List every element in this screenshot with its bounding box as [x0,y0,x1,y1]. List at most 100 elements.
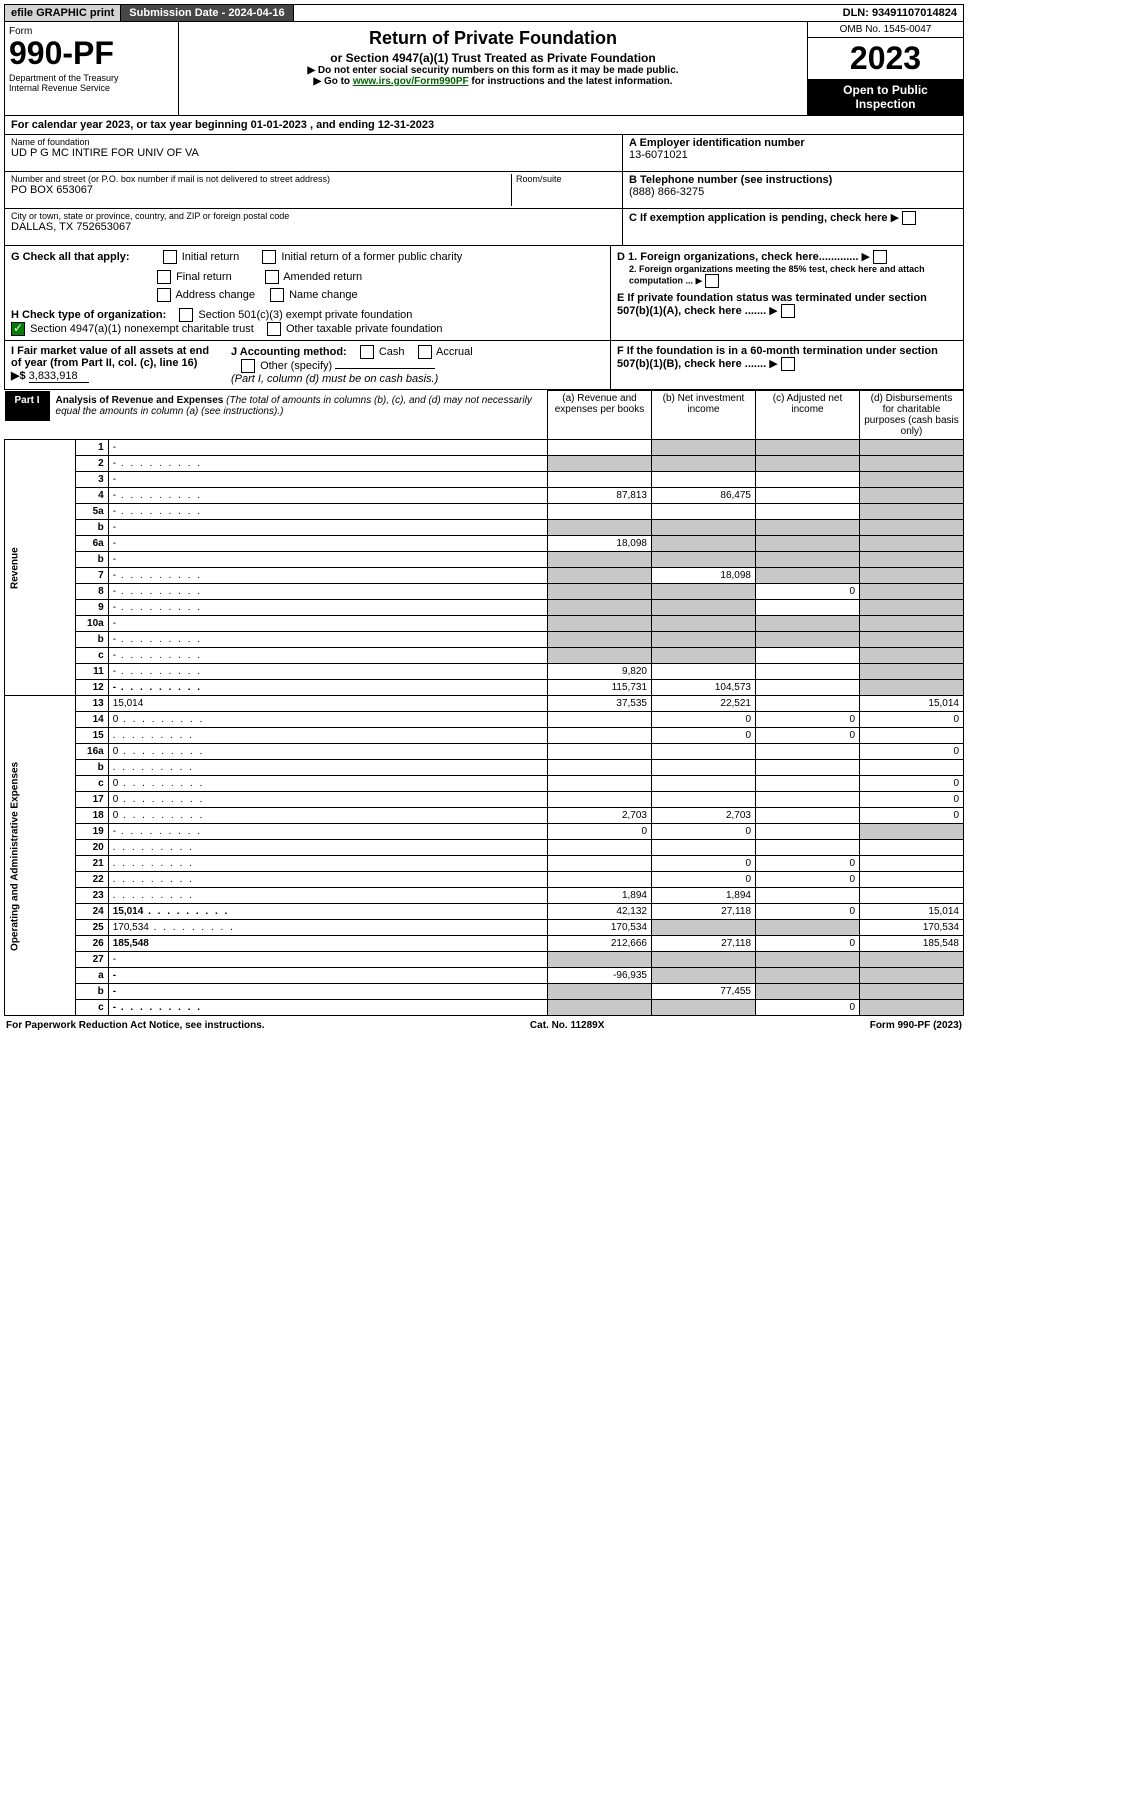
cell-a: -96,935 [548,968,652,984]
row-desc: - [108,648,547,664]
row-num: 10a [75,616,108,632]
f-checkbox[interactable] [781,357,795,371]
row-num: 20 [75,840,108,856]
j-other-cb[interactable] [241,359,255,373]
row-num: 23 [75,888,108,904]
h-other[interactable] [267,322,281,336]
cell-a [548,504,652,520]
row-desc: - [108,824,547,840]
g-label: G Check all that apply: [11,251,130,263]
tel-label: B Telephone number (see instructions) [629,174,957,186]
footer-mid: Cat. No. 11289X [530,1020,604,1031]
row-desc: - [108,616,547,632]
cell-c [756,744,860,760]
part1-desc: Analysis of Revenue and Expenses (The to… [50,391,547,421]
row-desc: - [108,488,547,504]
j-cash[interactable] [360,345,374,359]
cell-a [548,568,652,584]
cell-c [756,600,860,616]
g-amended[interactable] [265,270,279,284]
h-501c3[interactable] [179,308,193,322]
cell-d: 15,014 [860,696,964,712]
cell-d [860,584,964,600]
room-label: Room/suite [516,174,616,184]
cell-b [652,792,756,808]
cell-b [652,760,756,776]
instructions-link[interactable]: www.irs.gov/Form990PF [353,76,469,87]
g-final[interactable] [157,270,171,284]
cell-c: 0 [756,856,860,872]
part1-table: Part I Analysis of Revenue and Expenses … [4,390,964,1016]
cell-d [860,1000,964,1016]
cell-a [548,840,652,856]
row-num: 18 [75,808,108,824]
cell-d: 0 [860,808,964,824]
row-num: 25 [75,920,108,936]
cell-d [860,568,964,584]
city-label: City or town, state or province, country… [11,211,616,221]
row-desc: - [108,984,547,1000]
cell-d: 170,534 [860,920,964,936]
row-desc [108,760,547,776]
cell-d [860,968,964,984]
cell-c [756,648,860,664]
efile-label[interactable]: efile GRAPHIC print [5,5,121,21]
open-public: Open to Public Inspection [808,79,963,115]
row-num: b [75,984,108,1000]
cell-c: 0 [756,584,860,600]
cell-a: 2,703 [548,808,652,824]
row-num: b [75,760,108,776]
row-num: b [75,520,108,536]
org-city: DALLAS, TX 752653067 [11,221,616,233]
g-name[interactable] [270,288,284,302]
row-desc: 15,014 [108,696,547,712]
row-desc: 0 [108,712,547,728]
cell-d [860,824,964,840]
cell-c [756,440,860,456]
note1: ▶ Do not enter social security numbers o… [183,65,803,76]
cell-d [860,664,964,680]
row-desc: 0 [108,744,547,760]
cell-c [756,632,860,648]
cell-b [652,600,756,616]
g-initial[interactable] [163,250,177,264]
fmv-value: 3,833,918 [29,370,89,383]
j-accrual[interactable] [418,345,432,359]
d2-checkbox[interactable] [705,274,719,288]
cell-a [548,584,652,600]
cell-c: 0 [756,712,860,728]
org-name: UD P G MC INTIRE FOR UNIV OF VA [11,147,616,159]
cell-d [860,872,964,888]
cell-b: 0 [652,872,756,888]
dept-label: Department of the Treasury Internal Reve… [9,73,174,93]
g-address[interactable] [157,288,171,302]
col-b: (b) Net investment income [652,391,756,440]
c-checkbox[interactable] [902,211,916,225]
cell-d [860,888,964,904]
cell-a: 87,813 [548,488,652,504]
cell-d [860,984,964,1000]
form-title: Return of Private Foundation [183,28,803,49]
ein-label: A Employer identification number [629,137,957,149]
cell-d [860,760,964,776]
cell-a [548,760,652,776]
row-desc: - [108,456,547,472]
cell-a: 37,535 [548,696,652,712]
row-num: 22 [75,872,108,888]
cell-b: 86,475 [652,488,756,504]
cell-b [652,440,756,456]
h-label: H Check type of organization: [11,309,166,321]
e-checkbox[interactable] [781,304,795,318]
cell-b: 0 [652,856,756,872]
cell-b [652,552,756,568]
h-4947[interactable] [11,322,25,336]
cell-d: 0 [860,744,964,760]
d1-checkbox[interactable] [873,250,887,264]
cell-d [860,472,964,488]
cell-c [756,840,860,856]
cell-b [652,1000,756,1016]
row-num: a [75,968,108,984]
g-initial-former[interactable] [262,250,276,264]
row-num: 13 [75,696,108,712]
cell-c [756,680,860,696]
